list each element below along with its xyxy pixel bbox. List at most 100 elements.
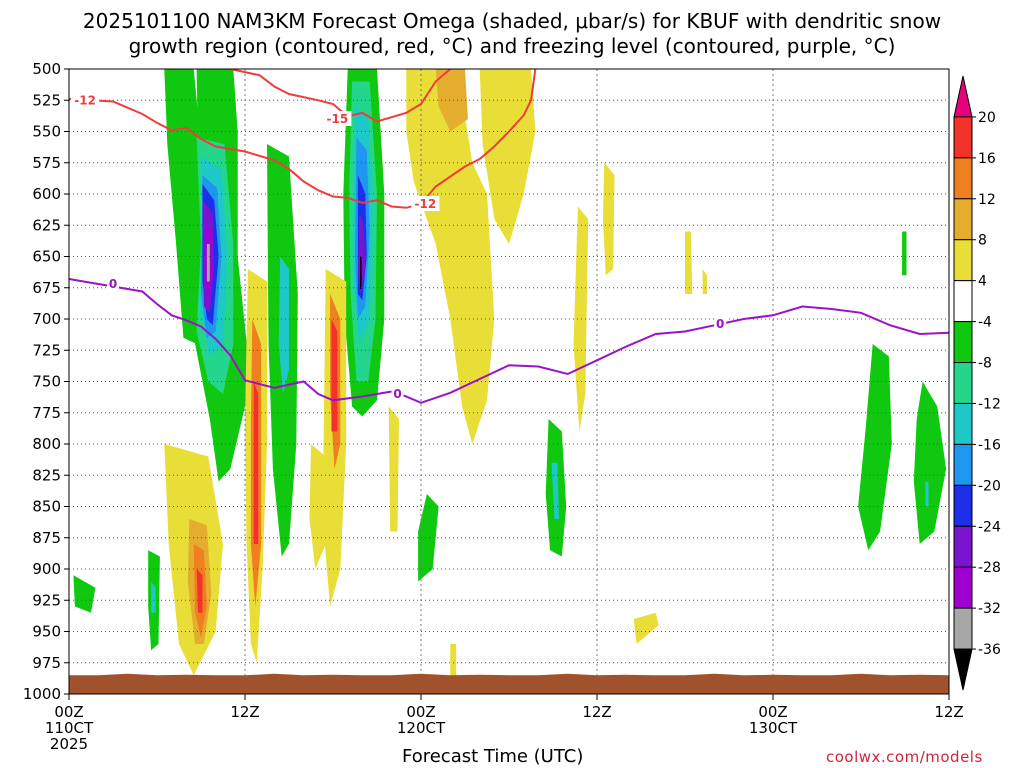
omega-region-15 [360, 256, 362, 289]
omega-region-42 [602, 162, 615, 276]
y-tick-label-550: 550 [32, 123, 61, 141]
colorbar-label-12: -32 [978, 601, 1001, 617]
x-tick-label-48-0: 00Z [758, 703, 787, 721]
omega-region-19 [551, 462, 559, 519]
contour-label-bg-2 [411, 196, 440, 211]
colorbar-swatch-top [953, 75, 973, 118]
contour-label-2: -12 [415, 197, 437, 211]
colorbar-label-6: -8 [978, 356, 992, 372]
y-tick-label-900: 900 [32, 560, 61, 578]
contour-label-bg-5 [714, 316, 727, 331]
omega-region-17 [278, 256, 289, 394]
omega-region-25 [73, 575, 96, 613]
y-tick-label-925: 925 [32, 591, 61, 609]
omega-region-23 [902, 231, 907, 276]
omega-region-29 [479, 69, 536, 244]
y-tick-label-825: 825 [32, 466, 61, 484]
colorbar-label-11: -28 [978, 560, 1001, 576]
colorbar-label-4: 4 [978, 274, 987, 290]
y-tick-label-575: 575 [32, 154, 61, 172]
y-tick-label-525: 525 [32, 91, 61, 109]
colorbar-swatch-11 [953, 525, 973, 568]
contour-label-1: -15 [327, 112, 349, 126]
omega-region-24 [418, 494, 439, 582]
omega-region-0 [164, 69, 209, 344]
colorbar-swatch-1 [953, 116, 973, 159]
contour-label-0: -12 [74, 93, 96, 107]
omega-region-44 [685, 231, 693, 294]
colorbar-label-1: 16 [978, 151, 996, 167]
colorbar-label-7: -12 [978, 396, 1001, 412]
contour-line-0 [69, 98, 422, 209]
colorbar-label-5: -4 [978, 315, 992, 331]
colorbar-swatch-13 [953, 607, 973, 650]
contour-label-5: 0 [716, 317, 724, 331]
x-tick-label-0-1: 110CT [45, 719, 94, 737]
colorbar-label-13: -36 [978, 642, 1001, 658]
omega-region-20 [858, 344, 892, 551]
omega-region-8 [206, 244, 210, 282]
chart-title-line-1: 2025101100 NAM3KM Forecast Omega (shaded… [82, 9, 942, 33]
y-tick-label-725: 725 [32, 341, 61, 359]
colorbar-label-10: -24 [978, 519, 1001, 535]
contour-label-3: 0 [109, 277, 117, 291]
colorbar-swatch-3 [953, 198, 973, 241]
contour-lines: -12 -15 -12 0 0 0 [69, 69, 949, 404]
colorbar-label-9: -20 [978, 478, 1001, 494]
x-tick-label-24-1: 120CT [397, 719, 446, 737]
omega-region-21 [913, 381, 947, 544]
omega-region-22 [925, 481, 929, 507]
y-tick-label-600: 600 [32, 185, 61, 203]
omega-region-30 [435, 69, 468, 132]
x-tick-label-60-0: 12Z [934, 703, 963, 721]
colorbar-swatch-5 [953, 280, 973, 323]
colorbar-swatch-bottom [953, 648, 973, 691]
y-tick-label-800: 800 [32, 435, 61, 453]
colorbar-swatch-12 [953, 566, 973, 609]
credit-text: coolwx.com/models [826, 748, 983, 766]
x-tick-label-0-2: 2025 [50, 735, 88, 753]
colorbar-swatch-9 [953, 443, 973, 486]
ground-polygon [69, 673, 949, 694]
contour-label-bg-0 [71, 92, 100, 108]
y-tick-label-1000: 1000 [23, 685, 61, 703]
x-tick-label-12-0: 12Z [230, 703, 259, 721]
y-tick-label-975: 975 [32, 654, 61, 672]
contour-label-bg-4 [391, 386, 404, 401]
colorbar-swatch-7 [953, 362, 973, 404]
ground-surface [69, 673, 949, 694]
contour-label-bg-1 [323, 111, 352, 126]
y-tick-label-700: 700 [32, 310, 61, 328]
y-tick-label-675: 675 [32, 279, 61, 297]
omega-region-27 [151, 581, 156, 613]
colorbar-label-2: 12 [978, 192, 996, 208]
x-axis-label: Forecast Time (UTC) [402, 746, 584, 767]
y-axis: 500 525 550 575 600 625 650 675 700 725 750 775 800 8… [23, 60, 69, 703]
x-tick-label-48-1: 130CT [749, 719, 798, 737]
colorbar-label-8: -16 [978, 437, 1001, 453]
y-tick-label-875: 875 [32, 529, 61, 547]
omega-region-28 [406, 69, 495, 444]
omega-region-46 [633, 612, 659, 644]
colorbar-swatch-10 [953, 484, 973, 527]
contour-line-3 [69, 278, 949, 404]
omega-region-43 [573, 206, 589, 432]
contour-line-2 [420, 69, 537, 205]
omega-region-14 [357, 212, 366, 294]
y-tick-label-625: 625 [32, 216, 61, 234]
chart-title-line-2: growth region (contoured, red, °C) and f… [128, 34, 896, 58]
omega-region-47 [388, 406, 399, 532]
colorbar-swatch-2 [953, 157, 973, 200]
y-tick-label-775: 775 [32, 404, 61, 422]
omega-region-34 [196, 569, 203, 613]
y-tick-label-950: 950 [32, 623, 61, 641]
y-tick-label-750: 750 [32, 373, 61, 391]
contour-label-bg-3 [107, 276, 119, 291]
x-tick-label-36-0: 12Z [582, 703, 611, 721]
colorbar: 20 16 12 8 4 -4 -8 -12 -16 -20 -24 -28 -32 -36 [953, 75, 1001, 691]
y-tick-label-500: 500 [32, 60, 61, 78]
y-tick-label-650: 650 [32, 248, 61, 266]
omega-region-37 [253, 381, 259, 544]
